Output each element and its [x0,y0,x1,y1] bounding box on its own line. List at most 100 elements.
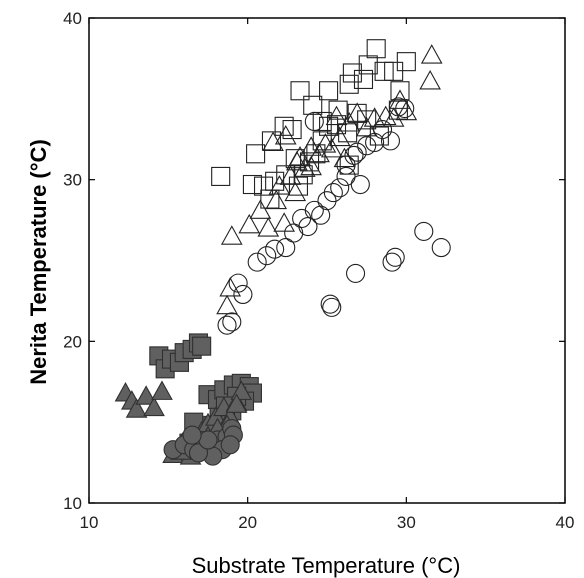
circle-marker [188,443,209,463]
circle-marker [257,246,277,266]
triangle-marker [420,44,443,64]
square-marker [358,55,378,75]
y-tick-label: 10 [63,494,82,513]
triangle-marker [293,157,316,177]
circle-marker [382,252,402,272]
triangle-marker [219,276,242,297]
triangle-marker [346,102,368,122]
triangle-marker [325,105,348,126]
triangle-marker [300,155,322,176]
circle-marker [336,155,356,175]
circle-marker [350,174,370,195]
circle-marker [347,142,367,162]
triangle-marker [419,70,441,90]
circle-marker [217,315,237,335]
triangle-marker [268,175,291,195]
x-tick-label: 10 [80,513,99,532]
triangle-marker [355,116,378,137]
circle-marker [346,263,366,283]
y-axis-title: Nerita Temperature (°C) [26,139,51,385]
circle-marker [222,312,242,332]
x-tick-label: 20 [238,513,257,532]
data-points [114,39,451,466]
square-marker [312,111,332,132]
circle-marker [220,435,240,455]
triangle-marker [220,225,243,245]
triangle-marker [225,393,248,413]
circle-marker [198,430,218,450]
circle-marker [388,97,408,117]
triangle-marker [238,213,261,234]
circle-marker [276,238,296,258]
circle-marker [233,284,253,305]
circle-marker [322,297,342,317]
circle-marker [330,178,350,198]
square-marker [353,69,374,89]
square-marker [265,171,285,191]
triangle-marker [257,217,280,237]
x-tick-label: 30 [397,513,416,532]
triangle-marker [151,380,173,400]
triangle-marker [284,181,307,202]
square-marker [396,52,416,72]
circle-marker [304,200,324,220]
triangle-marker [249,199,272,219]
circle-marker [414,221,434,241]
triangle-marker [262,131,284,151]
triangle-marker [374,105,397,126]
triangle-marker [125,398,148,418]
square-marker [246,144,266,164]
square-marker [339,74,359,94]
axis-ticks: 10 20 30 40 10 20 30 40 [63,9,574,532]
triangle-marker [265,189,288,210]
square-marker [211,166,231,186]
circle-marker [372,120,393,140]
triangle-marker [273,212,295,232]
triangle-marker [320,137,343,158]
triangle-marker [338,112,361,132]
circle-marker [284,223,304,243]
circle-marker [311,205,331,225]
circle-marker [265,239,285,259]
circle-marker [228,273,248,293]
circle-marker [323,183,343,203]
circle-marker [247,252,267,272]
circle-marker [336,166,356,186]
x-axis-title: Substrate Temperature (°C) [192,553,461,578]
triangle-marker [135,385,157,405]
y-tick-label: 40 [63,9,82,28]
square-marker [274,116,294,136]
circle-marker [320,294,340,314]
circle-marker [380,131,401,151]
square-marker [253,176,274,196]
circle-marker [182,425,202,445]
x-tick-label: 40 [556,513,575,532]
triangle-marker [395,100,418,121]
circle-marker [395,98,415,119]
square-marker [384,61,404,81]
triangle-marker [300,136,322,156]
square-marker [319,81,339,101]
plot-frame [88,17,566,504]
circle-marker [385,247,405,267]
circle-marker [344,145,364,165]
square-marker [288,176,308,196]
triangle-marker [328,126,351,147]
square-marker [290,81,310,101]
y-tick-label: 20 [63,332,82,351]
square-marker [242,174,262,195]
circle-marker [298,217,318,237]
triangle-marker [216,294,238,315]
circle-marker [357,136,377,156]
square-marker [319,116,339,136]
triangle-marker [382,107,405,127]
triangle-marker [143,396,165,417]
y-tick-label: 30 [63,171,82,190]
triangle-marker [314,133,337,153]
square-marker [366,39,386,59]
circle-marker [304,111,324,132]
circle-marker [292,208,312,229]
circle-marker [431,238,451,258]
square-marker [192,336,212,356]
